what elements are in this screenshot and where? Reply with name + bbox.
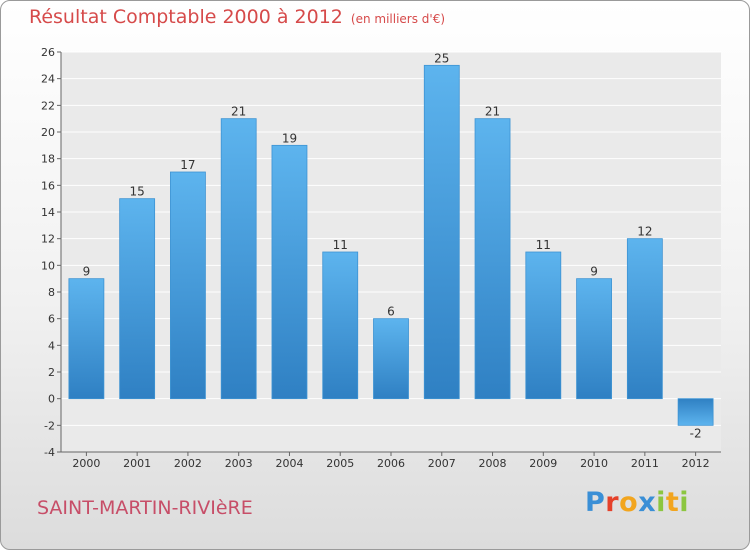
bar (474, 118, 511, 400)
logo-letter: i (656, 487, 666, 518)
y-tick-label: 16 (41, 179, 55, 192)
bar (373, 318, 409, 400)
x-tick-label: 2000 (72, 457, 100, 470)
bar-value-label: 11 (536, 238, 551, 252)
x-tick-label: 2001 (123, 457, 151, 470)
y-tick-label: 2 (48, 366, 55, 379)
bar (68, 278, 105, 400)
bar-value-label: 12 (637, 225, 652, 239)
bar-value-label: 21 (485, 105, 500, 119)
bar (525, 251, 562, 400)
x-tick-label: 2004 (275, 457, 303, 470)
bar (423, 64, 460, 400)
chart-title-block: Résultat Comptable 2000 à 2012 (en millie… (29, 6, 445, 28)
logo-letter: x (638, 487, 657, 518)
logo-letter: i (679, 487, 690, 518)
logo-letter: P (585, 487, 606, 518)
x-tick-label: 2006 (377, 457, 405, 470)
bar-value-label: 11 (333, 238, 348, 252)
bar-value-label: -2 (690, 426, 702, 440)
y-tick-label: 8 (48, 286, 55, 299)
commune-name: SAINT-MARTIN-RIVIèRE (37, 497, 253, 519)
y-tick-label: 26 (41, 46, 55, 59)
bar (626, 238, 663, 400)
x-tick-label: 2002 (174, 457, 202, 470)
logo-letter: r (605, 487, 620, 518)
x-tick-label: 2009 (529, 457, 557, 470)
bar-value-label: 6 (387, 305, 395, 319)
y-tick-label: 4 (48, 339, 55, 352)
chart-title: Résultat Comptable 2000 à 2012 (29, 6, 343, 28)
chart-unit: (en milliers d'€) (350, 12, 446, 26)
logo-letter: t (665, 487, 680, 518)
x-tick-label: 2007 (428, 457, 456, 470)
y-tick-label: 10 (41, 259, 55, 272)
logo-letter: o (619, 487, 639, 518)
x-tick-label: 2010 (580, 457, 608, 470)
bar (677, 398, 714, 426)
x-tick-label: 2012 (682, 457, 710, 470)
bar-value-label: 9 (83, 265, 91, 279)
y-tick-label: 20 (41, 126, 55, 139)
bar-value-label: 25 (434, 51, 449, 65)
x-tick-label: 2008 (479, 457, 507, 470)
bar-value-label: 17 (180, 158, 195, 172)
y-tick-label: 6 (48, 313, 55, 326)
x-tick-label: 2005 (326, 457, 354, 470)
y-tick-label: -2 (44, 419, 55, 432)
bar-value-label: 21 (231, 105, 246, 119)
y-tick-label: 12 (41, 233, 55, 246)
y-tick-label: 18 (41, 153, 55, 166)
bar (271, 144, 308, 400)
y-tick-label: 22 (41, 99, 55, 112)
bar (170, 171, 206, 400)
x-tick-label: 2011 (631, 457, 659, 470)
x-tick-label: 2003 (225, 457, 253, 470)
bar (322, 251, 359, 400)
proxiti-logo: Proxiti (585, 487, 689, 518)
bar (576, 278, 612, 400)
bar-value-label: 15 (130, 185, 145, 199)
y-tick-label: 14 (41, 206, 55, 219)
y-tick-label: 0 (48, 393, 55, 406)
bar (119, 198, 156, 400)
bar-value-label: 19 (282, 131, 297, 145)
y-tick-label: -4 (44, 446, 55, 459)
bar-value-label: 9 (590, 265, 598, 279)
bar (220, 118, 257, 400)
y-tick-label: 24 (41, 73, 55, 86)
